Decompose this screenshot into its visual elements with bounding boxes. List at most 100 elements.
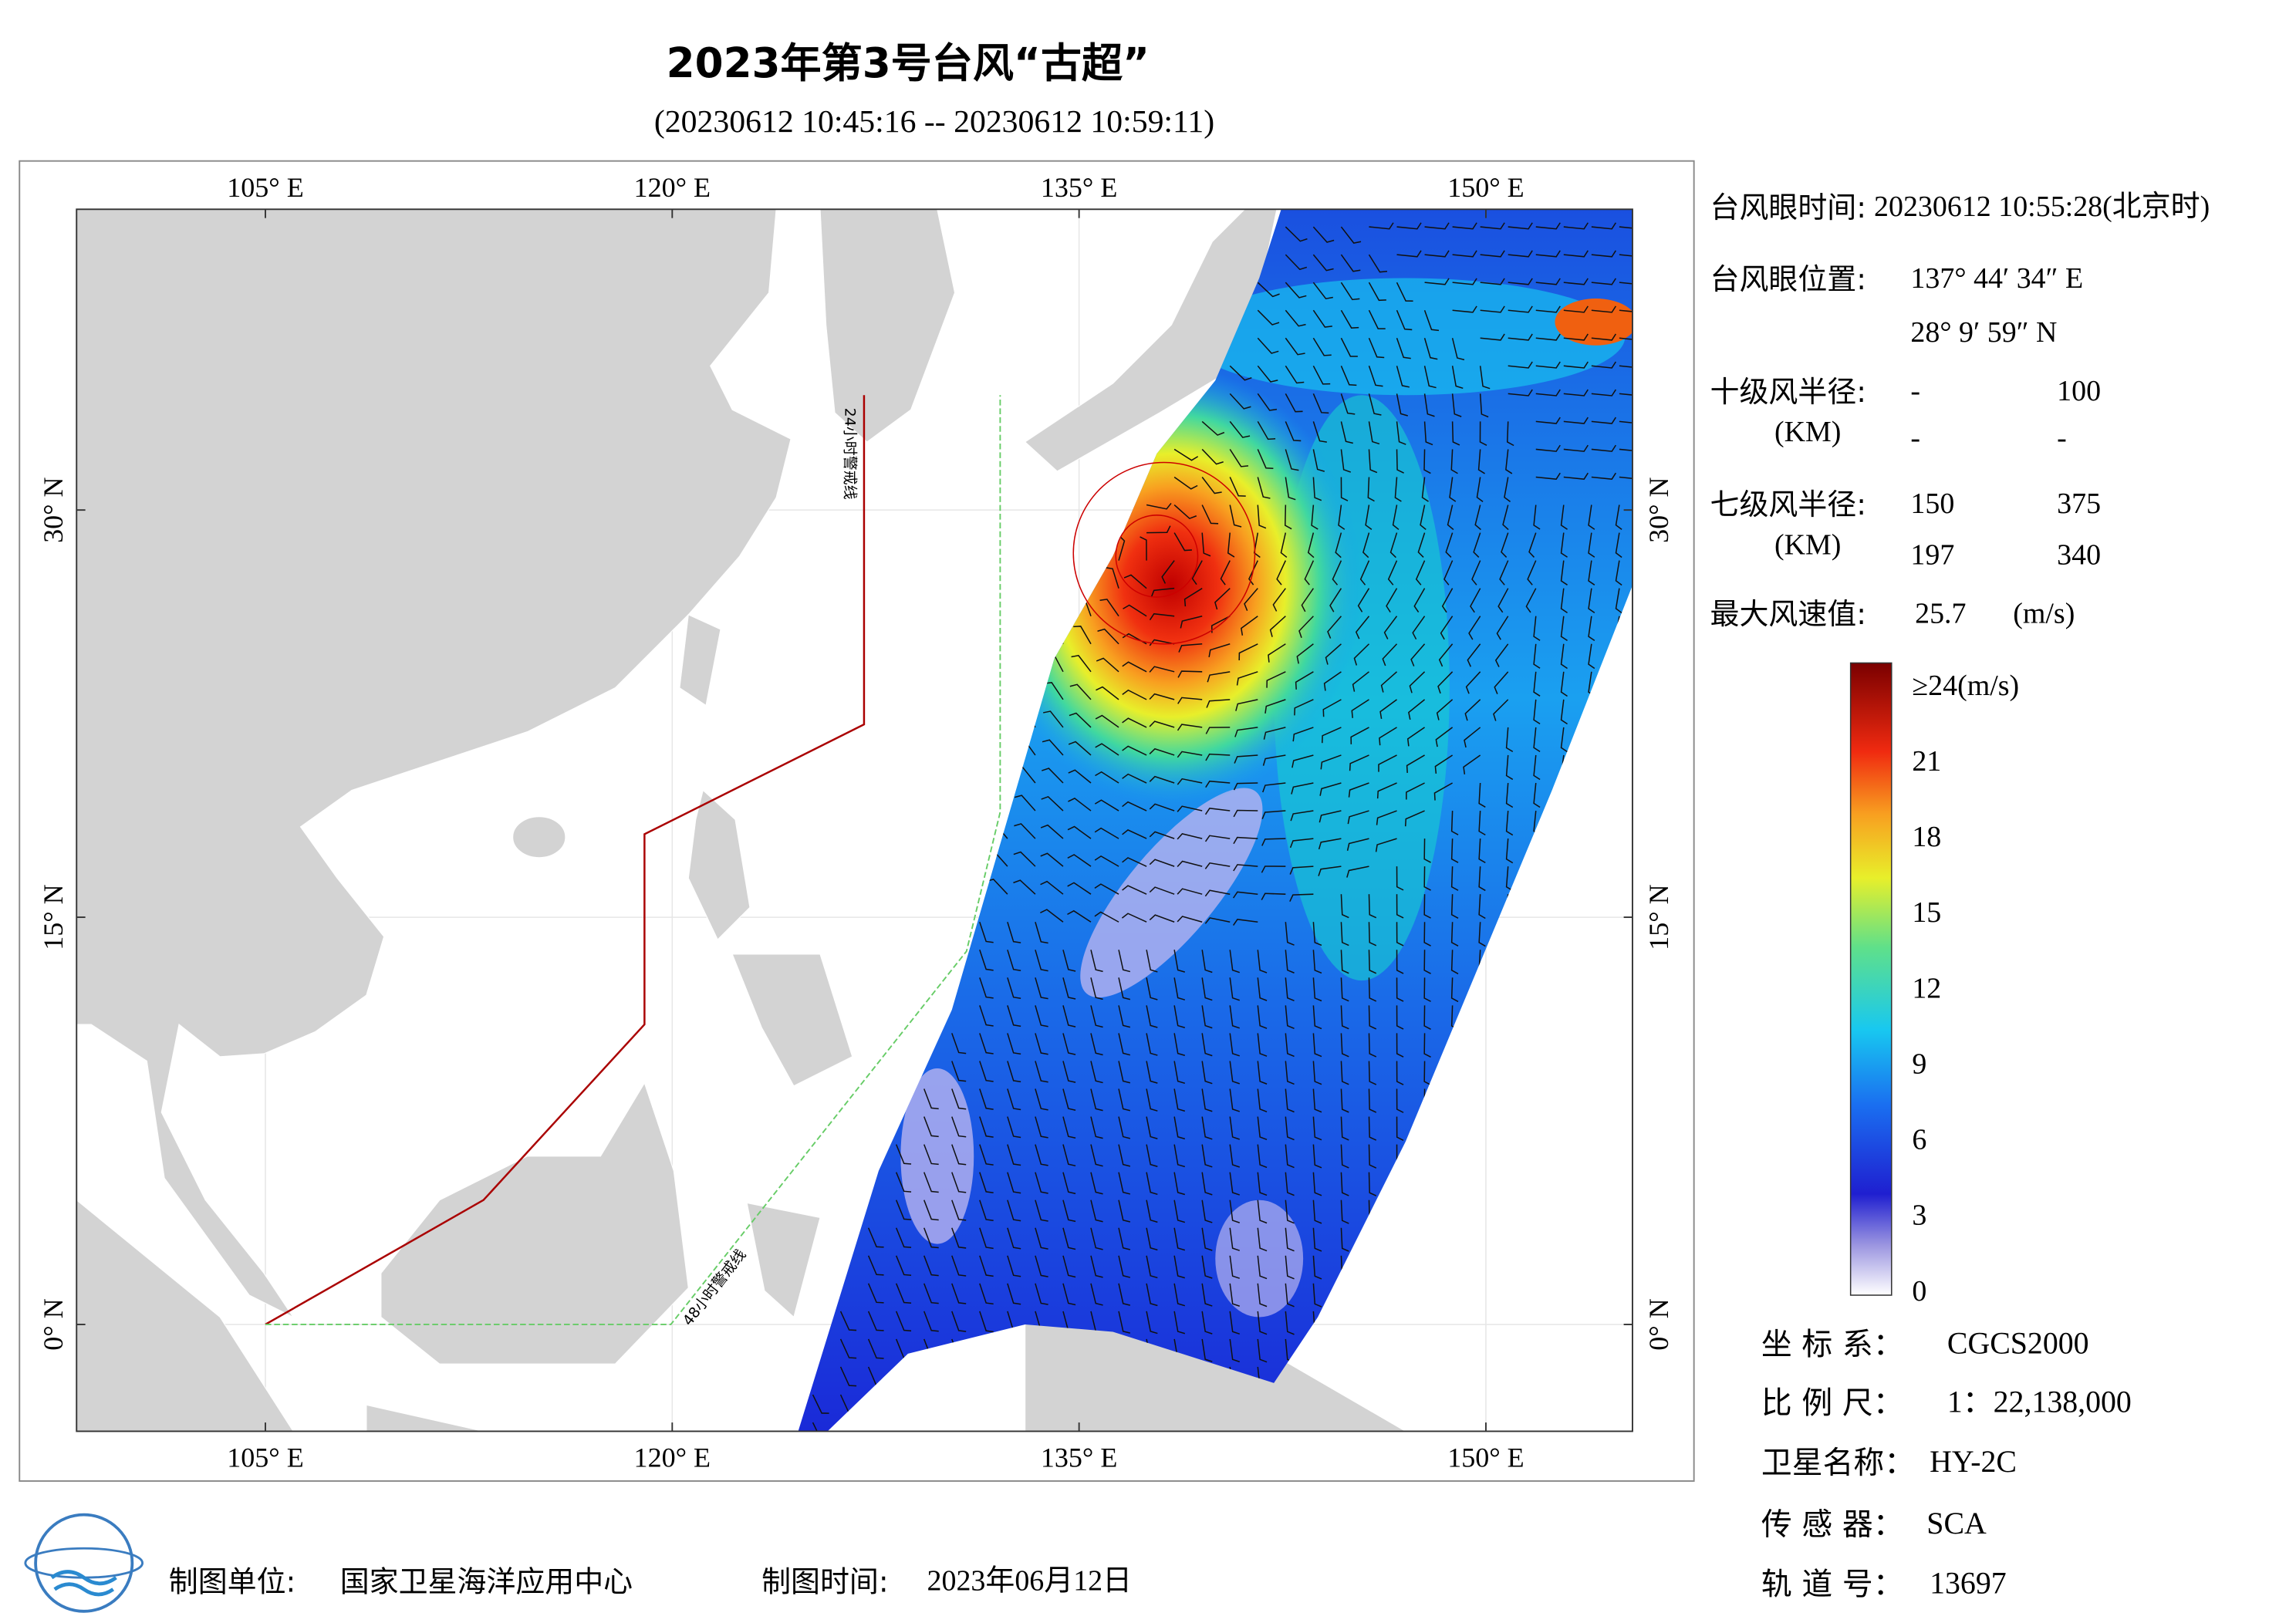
wind-barb <box>1067 882 1092 895</box>
wind-barb <box>1340 1033 1349 1058</box>
wind-barb <box>1118 1116 1131 1139</box>
wind-barb <box>1062 1255 1076 1278</box>
wind-barb <box>1067 854 1092 867</box>
lat-label: 30° N <box>38 477 69 542</box>
wind-barb <box>1149 639 1175 646</box>
wind-barb <box>1471 560 1481 585</box>
wind-barb <box>951 1088 967 1110</box>
wind-barb <box>1450 811 1459 835</box>
wind-barb <box>1146 1061 1158 1084</box>
wind-barb <box>1014 795 1036 812</box>
wind-barb <box>1099 599 1119 617</box>
wind-barb <box>1122 661 1147 673</box>
wind-barb <box>1312 337 1332 356</box>
wind-barb <box>1312 1144 1322 1169</box>
wind-barb <box>1423 366 1437 389</box>
wind-barb <box>1007 922 1021 943</box>
wind-barb <box>1201 477 1222 494</box>
wind-barb <box>1423 421 1433 446</box>
wind-barb <box>1229 1061 1241 1085</box>
wind-barb <box>1173 950 1186 973</box>
wind-barb <box>1229 1200 1241 1223</box>
wind-barb <box>1560 671 1568 697</box>
wind-barb <box>1204 917 1231 924</box>
wind-barb <box>1479 393 1489 418</box>
colorbar-label: 9 <box>1912 1048 1926 1080</box>
wind-barb <box>1368 1172 1377 1196</box>
wind-barb <box>1220 560 1231 585</box>
wind-barb <box>1588 643 1595 670</box>
wind-barb <box>923 1200 939 1221</box>
wind-barb <box>1285 1172 1295 1196</box>
wind-barb <box>1478 866 1486 892</box>
wind-barb <box>1062 1088 1076 1111</box>
wind-barb <box>1619 305 1633 313</box>
wind-barb <box>1118 950 1131 973</box>
wind-barb <box>1436 699 1454 720</box>
wind-barb <box>1096 657 1119 673</box>
colorbar-label: 12 <box>1912 972 1941 1004</box>
wind-barb <box>1505 727 1514 753</box>
wind-barb <box>1140 536 1147 561</box>
wind-barb <box>979 1255 994 1277</box>
colorbar-ticks: 0 3 6 9 12 15 18 21 ≥24(m/s) <box>1912 670 2019 1308</box>
wind-radius <box>1115 515 1199 598</box>
eye-time-label: 台风眼时间: <box>1710 191 1866 224</box>
wind-area <box>1186 278 1626 396</box>
wind-barb <box>895 1200 912 1220</box>
lat-label: 15° N <box>38 884 69 950</box>
wind-barb <box>1204 889 1231 897</box>
wind-barb <box>1505 866 1514 892</box>
crs-label: 坐 标 系： <box>1761 1327 1904 1362</box>
wind-barb <box>1229 1227 1241 1251</box>
wind-barb <box>1266 671 1286 688</box>
logo-ring <box>34 1513 134 1613</box>
wind-barb <box>1368 894 1377 919</box>
colorbar-label: 3 <box>1912 1200 1926 1232</box>
wind-barb <box>1261 810 1286 819</box>
wind-barb <box>923 1311 939 1332</box>
wind-barb <box>1312 1033 1322 1058</box>
maker-label: 制图单位: <box>169 1564 296 1598</box>
wind-barb <box>1480 250 1505 258</box>
wind-barb <box>1423 950 1431 974</box>
wind-barb <box>1149 612 1175 621</box>
wind-barb <box>1276 560 1287 585</box>
wind-barb <box>1149 886 1175 895</box>
wind-barb <box>1319 810 1342 823</box>
wind-barb <box>979 1061 994 1082</box>
korea <box>819 209 956 443</box>
wind-barb <box>895 1311 912 1332</box>
wind-barb <box>979 1172 994 1193</box>
wind-barb <box>1368 1116 1377 1141</box>
wind-barb <box>1007 1172 1021 1194</box>
lat-label: 0° N <box>38 1298 69 1350</box>
wind-barb <box>1257 1283 1268 1308</box>
wind-barb <box>1424 222 1450 230</box>
wind-barb <box>1451 366 1464 390</box>
warning-line-24h <box>265 395 866 1326</box>
wind-barb <box>1340 421 1353 444</box>
wind-barb <box>1452 278 1477 285</box>
wind-barb <box>1591 250 1616 258</box>
wind-barb <box>1563 389 1589 396</box>
wind-barb <box>1340 894 1349 919</box>
wind-barb <box>1295 671 1314 690</box>
wind-barb <box>1435 727 1454 747</box>
wind-barb <box>1257 1227 1268 1252</box>
wind-barb <box>1340 1088 1349 1113</box>
wind-barb <box>1205 780 1231 788</box>
wind-barb <box>1173 1255 1186 1279</box>
wind-barb <box>1007 1033 1021 1055</box>
wind-barb <box>951 1061 967 1082</box>
wind-barb <box>1619 361 1633 369</box>
wind-barb <box>1207 671 1231 683</box>
wind-barb <box>1257 393 1278 411</box>
wind-barb <box>1062 1116 1076 1139</box>
wind-barb <box>1368 337 1385 359</box>
wind-barb <box>1340 1200 1349 1224</box>
wind-barb <box>1241 616 1258 636</box>
wind-barb <box>1205 753 1231 761</box>
wind-barb <box>1094 911 1119 923</box>
wind-barb <box>1149 859 1175 867</box>
